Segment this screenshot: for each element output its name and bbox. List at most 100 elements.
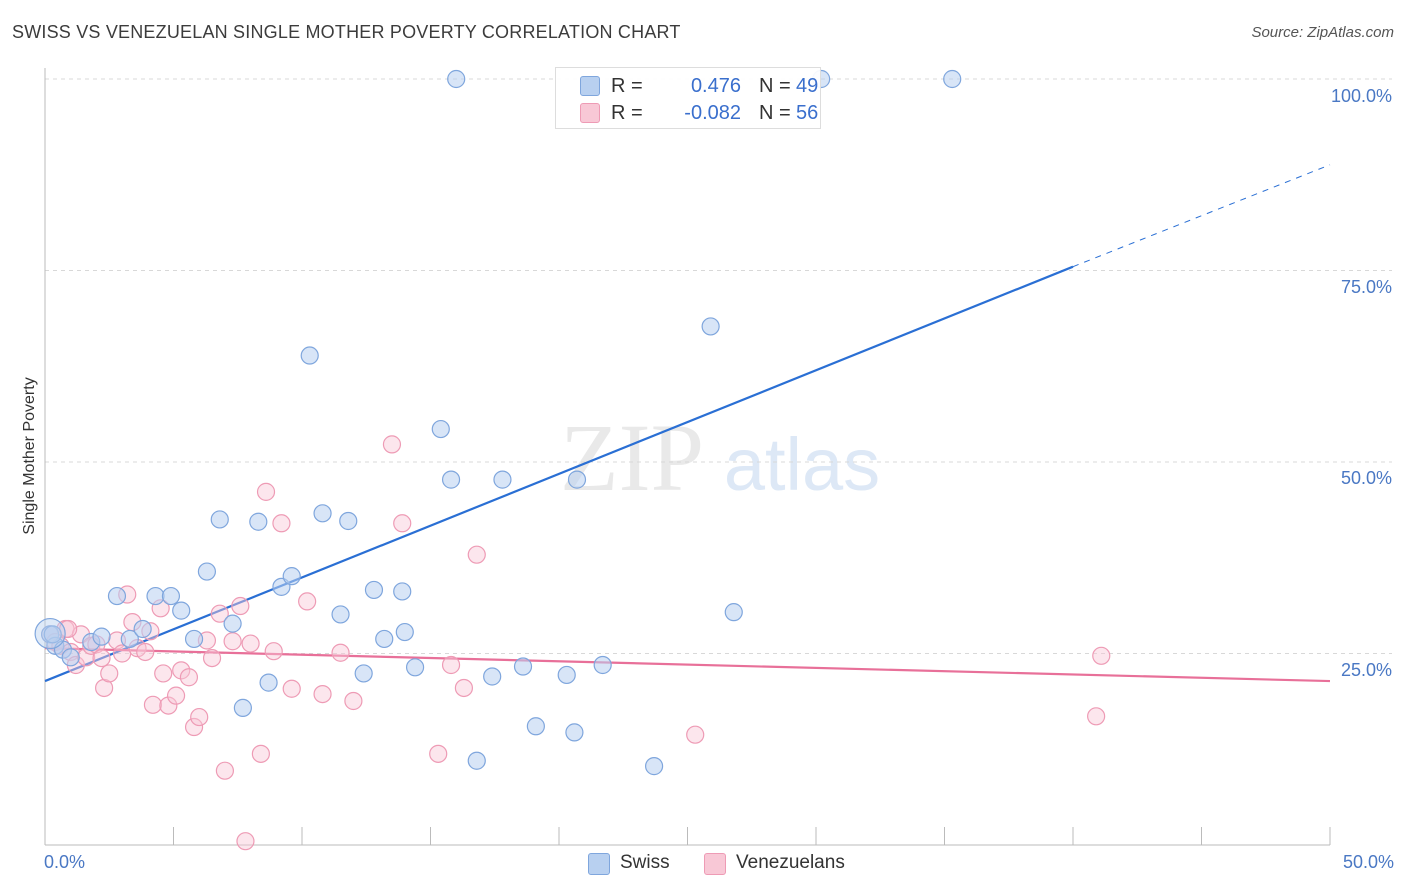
y-tick-label: 75.0% (1340, 277, 1392, 297)
venezuelans-point (251, 744, 270, 763)
swiss-point (483, 667, 502, 686)
swiss-point (331, 605, 350, 624)
venezuelans-point (441, 655, 461, 675)
watermark: ZIP atlas (560, 404, 880, 511)
swiss-trend-line (44, 265, 1074, 683)
venezuelans-point (298, 592, 317, 611)
venezuelans-point (136, 642, 155, 662)
venezuelans-point (331, 643, 350, 662)
swiss-point (364, 580, 384, 600)
swiss-point (184, 629, 204, 649)
venezuelans-point (454, 678, 474, 698)
venezuelans-point (256, 482, 276, 501)
r-value: 0.476 (690, 75, 741, 97)
venezuelans-point (215, 761, 234, 780)
swiss-point (249, 512, 268, 531)
x-tick-label: 0.0% (44, 852, 86, 872)
swiss-point (701, 317, 720, 336)
swiss-point (493, 470, 512, 489)
n-label: N = (759, 102, 791, 124)
venezuelans-point (382, 435, 402, 454)
venezuelans-point (172, 661, 191, 680)
swiss-point (431, 419, 450, 439)
swiss-point (375, 629, 394, 649)
swiss-point (339, 511, 358, 531)
n-value: 56 (796, 102, 819, 124)
trend-lines (44, 164, 1331, 683)
grid-lines (45, 78, 1392, 654)
swiss-point (172, 601, 191, 620)
venezuelans-point (223, 632, 242, 651)
swiss-point (513, 657, 533, 676)
source-label: Source: ZipAtlas.com (1251, 24, 1394, 41)
swiss-point (943, 69, 962, 89)
swiss-point-cluster (34, 617, 66, 650)
venezuelans-swatch (704, 853, 726, 875)
venezuelans-point (313, 684, 332, 704)
axes (44, 68, 1331, 846)
venezuelans-point (344, 691, 363, 711)
watermark-zip: ZIP (560, 404, 704, 511)
venezuelans-point (429, 744, 448, 763)
venezuelans-point (264, 642, 283, 661)
x-tick-label: 50.0% (1342, 852, 1394, 872)
swiss-point (567, 470, 587, 489)
venezuelans-point (1087, 707, 1106, 726)
r-label: R = (611, 102, 643, 124)
swiss-point (313, 504, 332, 523)
swiss-point (393, 582, 412, 601)
stats-legend: R = 0.476 N = 49 R = -0.082 N = 56 (555, 67, 821, 129)
venezuelans-point (236, 832, 255, 851)
venezuelans-point (202, 648, 222, 668)
swiss-point (405, 658, 425, 677)
swiss-point (61, 648, 80, 667)
venezuelans-point (143, 695, 163, 714)
swiss-point (210, 510, 229, 529)
n-label: N = (759, 75, 791, 97)
y-tick-label: 50.0% (1340, 468, 1392, 488)
venezuelans-point (241, 634, 260, 653)
y-axis-label: Single Mother Poverty (21, 377, 38, 535)
venezuelans-point (184, 717, 204, 737)
venezuelans-point (210, 604, 229, 623)
venezuelans-point (686, 725, 705, 744)
venezuelans-point (393, 514, 412, 533)
venezuelans-point (179, 668, 199, 687)
venezuelans-swatch (580, 103, 600, 123)
venezuelans-point (154, 664, 173, 683)
swiss-point (43, 625, 62, 644)
swiss-point (467, 751, 486, 770)
chart-title: SWISS VS VENEZUELAN SINGLE MOTHER POVERT… (12, 22, 681, 42)
swiss-point (282, 567, 301, 586)
r-value: -0.082 (684, 102, 741, 124)
venezuelans-point (100, 664, 119, 683)
swiss-point (724, 603, 743, 622)
swiss-point (161, 586, 181, 606)
y-tick-label: 25.0% (1340, 660, 1392, 680)
swiss-point (354, 664, 373, 683)
swiss-point (259, 673, 278, 692)
venezuelans-point (190, 707, 209, 727)
r-label: R = (611, 75, 643, 97)
swiss-point (197, 562, 217, 581)
swiss-point (565, 723, 584, 742)
venezuelans-point (1092, 646, 1111, 665)
swiss-point (644, 757, 664, 776)
legend-label: Venezuelans (736, 852, 845, 873)
swiss-trend-extension (1072, 164, 1331, 268)
n-value: 49 (796, 75, 819, 97)
swiss-points (34, 69, 962, 776)
swiss-point (593, 655, 612, 675)
venezuelans-point (159, 696, 178, 715)
swiss-point (223, 614, 242, 633)
legend-label: Swiss (620, 852, 670, 873)
swiss-point (441, 470, 461, 489)
swiss-point (107, 586, 127, 606)
swiss-point (526, 717, 545, 736)
swiss-swatch (580, 76, 600, 96)
venezuelans-trend-line (44, 647, 1331, 683)
swiss-point (133, 619, 152, 639)
swiss-point (233, 698, 252, 717)
venezuelans-point (282, 679, 301, 698)
